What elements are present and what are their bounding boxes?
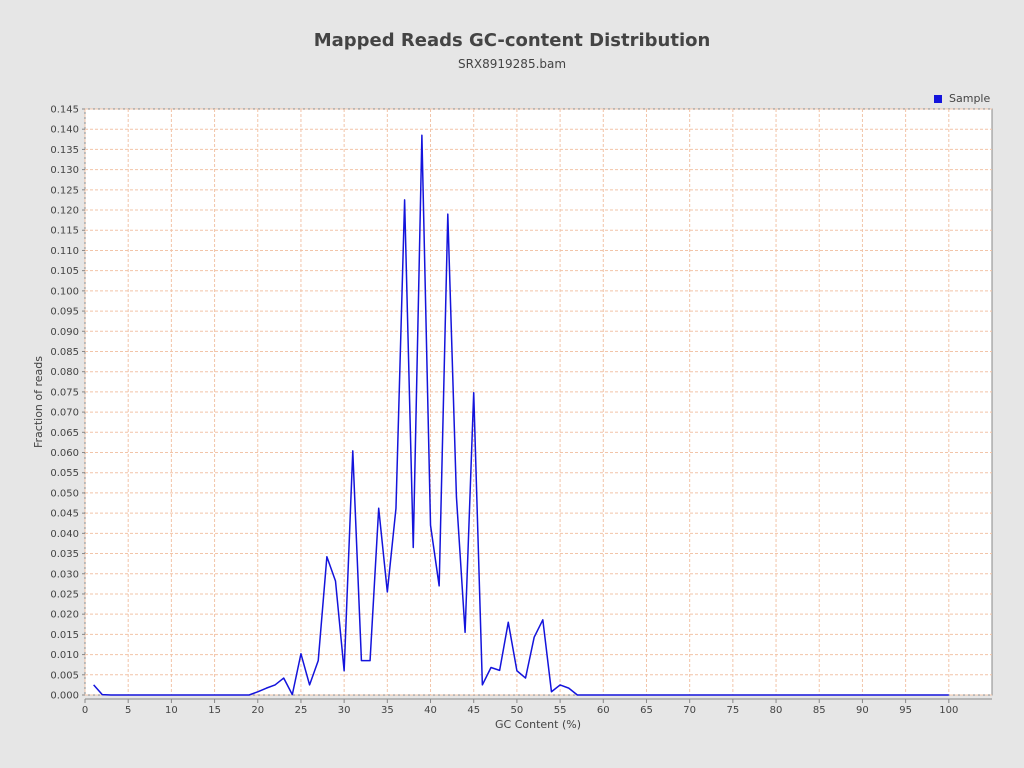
x-tick-label: 65 (640, 705, 653, 716)
y-tick-label: 0.095 (50, 307, 79, 318)
y-tick-label: 0.110 (50, 246, 79, 257)
x-tick-label: 95 (899, 705, 912, 716)
x-tick-label: 55 (554, 705, 567, 716)
y-tick-label: 0.010 (50, 650, 79, 661)
legend-swatch-sample (934, 94, 942, 103)
x-tick-label: 60 (597, 705, 610, 716)
y-tick-label: 0.115 (50, 226, 79, 237)
x-tick-label: 15 (208, 705, 221, 716)
x-tick-label: 40 (424, 705, 437, 716)
y-tick-label: 0.120 (50, 206, 79, 217)
y-tick-label: 0.145 (50, 105, 79, 116)
x-tick-label: 35 (381, 705, 394, 716)
x-tick-label: 50 (511, 705, 524, 716)
y-tick-label: 0.030 (50, 569, 79, 580)
y-tick-label: 0.055 (50, 468, 79, 479)
chart-title: Mapped Reads GC-content Distribution (313, 30, 711, 51)
y-tick-label: 0.020 (50, 610, 79, 621)
y-tick-label: 0.005 (50, 670, 79, 681)
y-tick-label: 0.080 (50, 367, 79, 378)
x-tick-label: 90 (856, 705, 869, 716)
x-tick-label: 30 (338, 705, 351, 716)
y-axis-ticks: 0.000 0.005 0.010 0.015 0.020 0.025 0.030 0.035… (50, 105, 85, 702)
y-tick-label: 0.085 (50, 347, 79, 358)
y-tick-label: 0.035 (50, 549, 79, 560)
plot-area (84, 108, 993, 696)
y-tick-label: 0.140 (50, 125, 79, 136)
x-axis-label: GC Content (%) (495, 718, 581, 731)
y-tick-label: 0.015 (50, 630, 79, 641)
y-tick-label: 0.100 (50, 286, 79, 297)
series-line-sample (93, 134, 949, 696)
y-tick-label: 0.025 (50, 589, 79, 600)
x-tick-label: 100 (939, 705, 958, 716)
y-tick-label: 0.090 (50, 327, 79, 338)
x-tick-label: 75 (726, 705, 739, 716)
x-tick-label: 5 (125, 705, 131, 716)
y-tick-label: 0.125 (50, 185, 79, 196)
legend-label-sample: Sample (949, 92, 991, 105)
y-tick-label: 0.130 (50, 165, 79, 176)
y-tick-label: 0.050 (50, 488, 79, 499)
y-tick-label: 0.060 (50, 448, 79, 459)
y-tick-label: 0.065 (50, 428, 79, 439)
legend: Sample (934, 92, 990, 105)
x-tick-label: 10 (165, 705, 178, 716)
y-tick-label: 0.045 (50, 509, 79, 520)
y-tick-label: 0.040 (50, 529, 79, 540)
x-tick-label: 20 (251, 705, 264, 716)
x-tick-label: 70 (683, 705, 696, 716)
y-tick-label: 0.105 (50, 266, 79, 277)
grid (84, 108, 992, 696)
y-axis-label: Fraction of reads (32, 356, 45, 448)
x-tick-label: 80 (770, 705, 783, 716)
x-tick-label: 45 (467, 705, 480, 716)
chart-subtitle: SRX8919285.bam (457, 57, 567, 71)
y-tick-label: 0.075 (50, 387, 79, 398)
y-tick-label: 0.000 (50, 691, 79, 702)
x-axis-ticks: 0 5 10 15 20 25 30 35 40 45 50 55 60 65 70 75 80 85 90 95 10… (82, 699, 958, 716)
y-tick-label: 0.070 (50, 408, 79, 419)
x-tick-label: 0 (82, 705, 88, 716)
x-tick-label: 85 (813, 705, 826, 716)
x-tick-label: 25 (295, 705, 308, 716)
y-tick-label: 0.135 (50, 145, 79, 156)
